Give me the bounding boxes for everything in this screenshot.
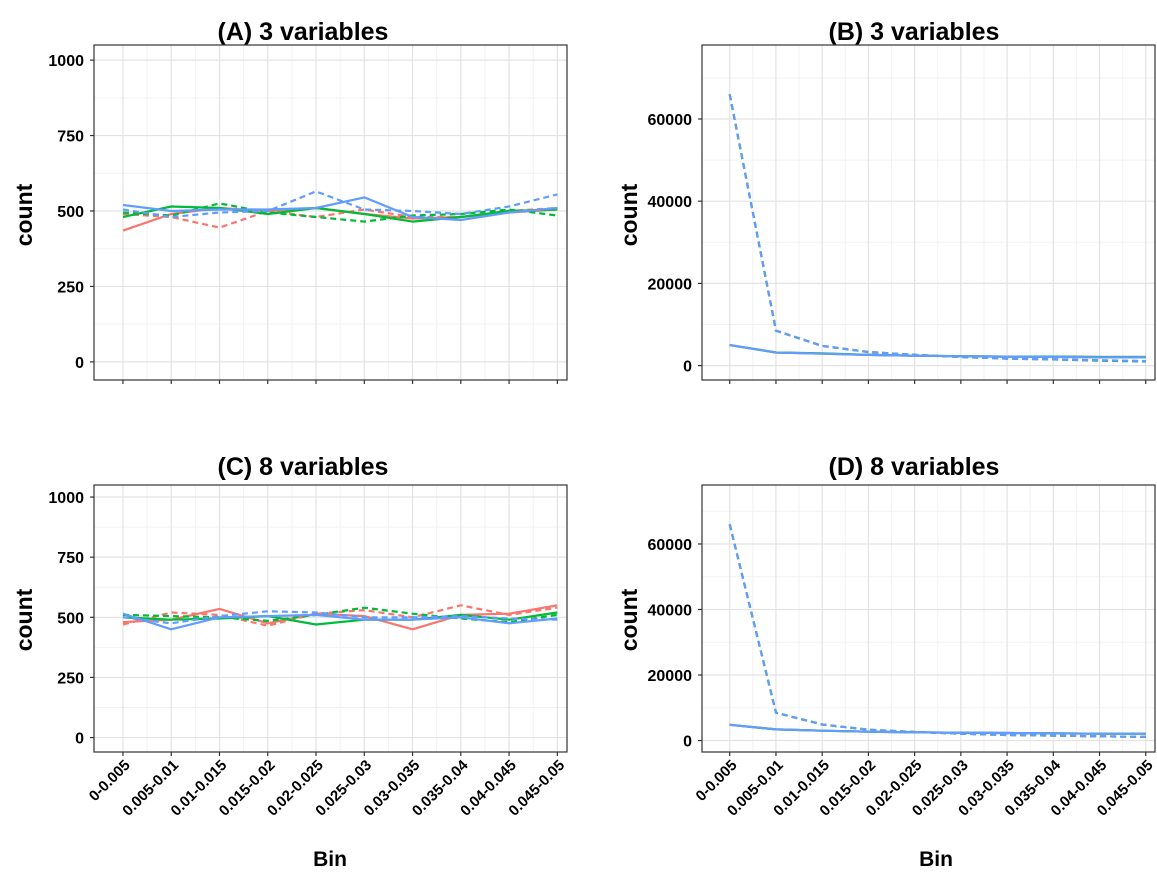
panel-b-ytick-label: 20000 [648, 276, 693, 293]
panel-c-series-line [122, 610, 558, 625]
panel-d-series-line [729, 723, 1146, 735]
panel-d-ytick-label: 0 [683, 734, 692, 751]
panel-d: (D) 8 variables count Bin 0 20000 40000 600… [616, 453, 1157, 871]
panel-a-title: (A) 3 variables [218, 18, 389, 46]
panel-d-ylabel: count [616, 588, 642, 651]
panel-c-xtick-label: 0-0.005 [86, 757, 134, 805]
panel-d-border [701, 484, 1156, 753]
panel-d-ytick-label: 60000 [648, 537, 693, 554]
panel-d-title: (D) 8 variables [829, 453, 1000, 481]
panel-c-title: (C) 8 variables [218, 453, 389, 481]
panel-c-ytick-label: 750 [57, 550, 84, 567]
panel-a-ylabel: count [11, 183, 37, 246]
panel-a-series-line [122, 206, 558, 229]
panel-a-series-line [122, 190, 558, 219]
panel-c-series-line [122, 604, 558, 627]
panel-c-ylabel: count [11, 588, 37, 651]
panel-d-ytick-label: 40000 [648, 602, 693, 619]
panel-c-xlabel: Bin [313, 848, 347, 871]
panel-c-ytick-label: 250 [57, 670, 84, 687]
panel-c: (C) 8 variables count Bin 0 250 500 750 1000… [11, 453, 568, 871]
panel-a-ytick-label: 0 [75, 355, 84, 372]
panel-a-ytick-label: 500 [57, 204, 84, 221]
panel-b-title: (B) 3 variables [829, 18, 1000, 46]
panel-b-ytick-label: 60000 [648, 112, 693, 129]
panel-b-series-line [728, 94, 1146, 363]
panel-b-ytick-label: 0 [683, 359, 692, 376]
panel-d-ytick-label: 20000 [648, 668, 693, 685]
panel-a: (A) 3 variables count 0 250 500 750 1000 [11, 18, 568, 384]
panel-b: (B) 3 variables count 0 20000 40000 60000 [616, 18, 1156, 384]
panel-c-ytick-label: 500 [57, 610, 84, 627]
panel-c-series-line [122, 612, 558, 631]
panel-a-series-line [122, 205, 558, 223]
panel-c-border [93, 484, 568, 753]
panel-b-ylabel: count [616, 183, 642, 246]
panel-a-border [93, 44, 568, 381]
panel-a-ytick-label: 250 [57, 279, 84, 296]
panel-c-ytick-label: 1000 [48, 490, 84, 507]
panel-b-border [701, 44, 1156, 381]
panel-a-ytick-label: 1000 [48, 53, 84, 70]
panel-b-ytick-label: 40000 [648, 194, 693, 211]
panel-c-ytick-label: 0 [75, 731, 84, 748]
panel-a-series-line [122, 196, 558, 222]
panel-d-xlabel: Bin [919, 848, 953, 871]
panel-a-ytick-label: 750 [57, 129, 84, 146]
